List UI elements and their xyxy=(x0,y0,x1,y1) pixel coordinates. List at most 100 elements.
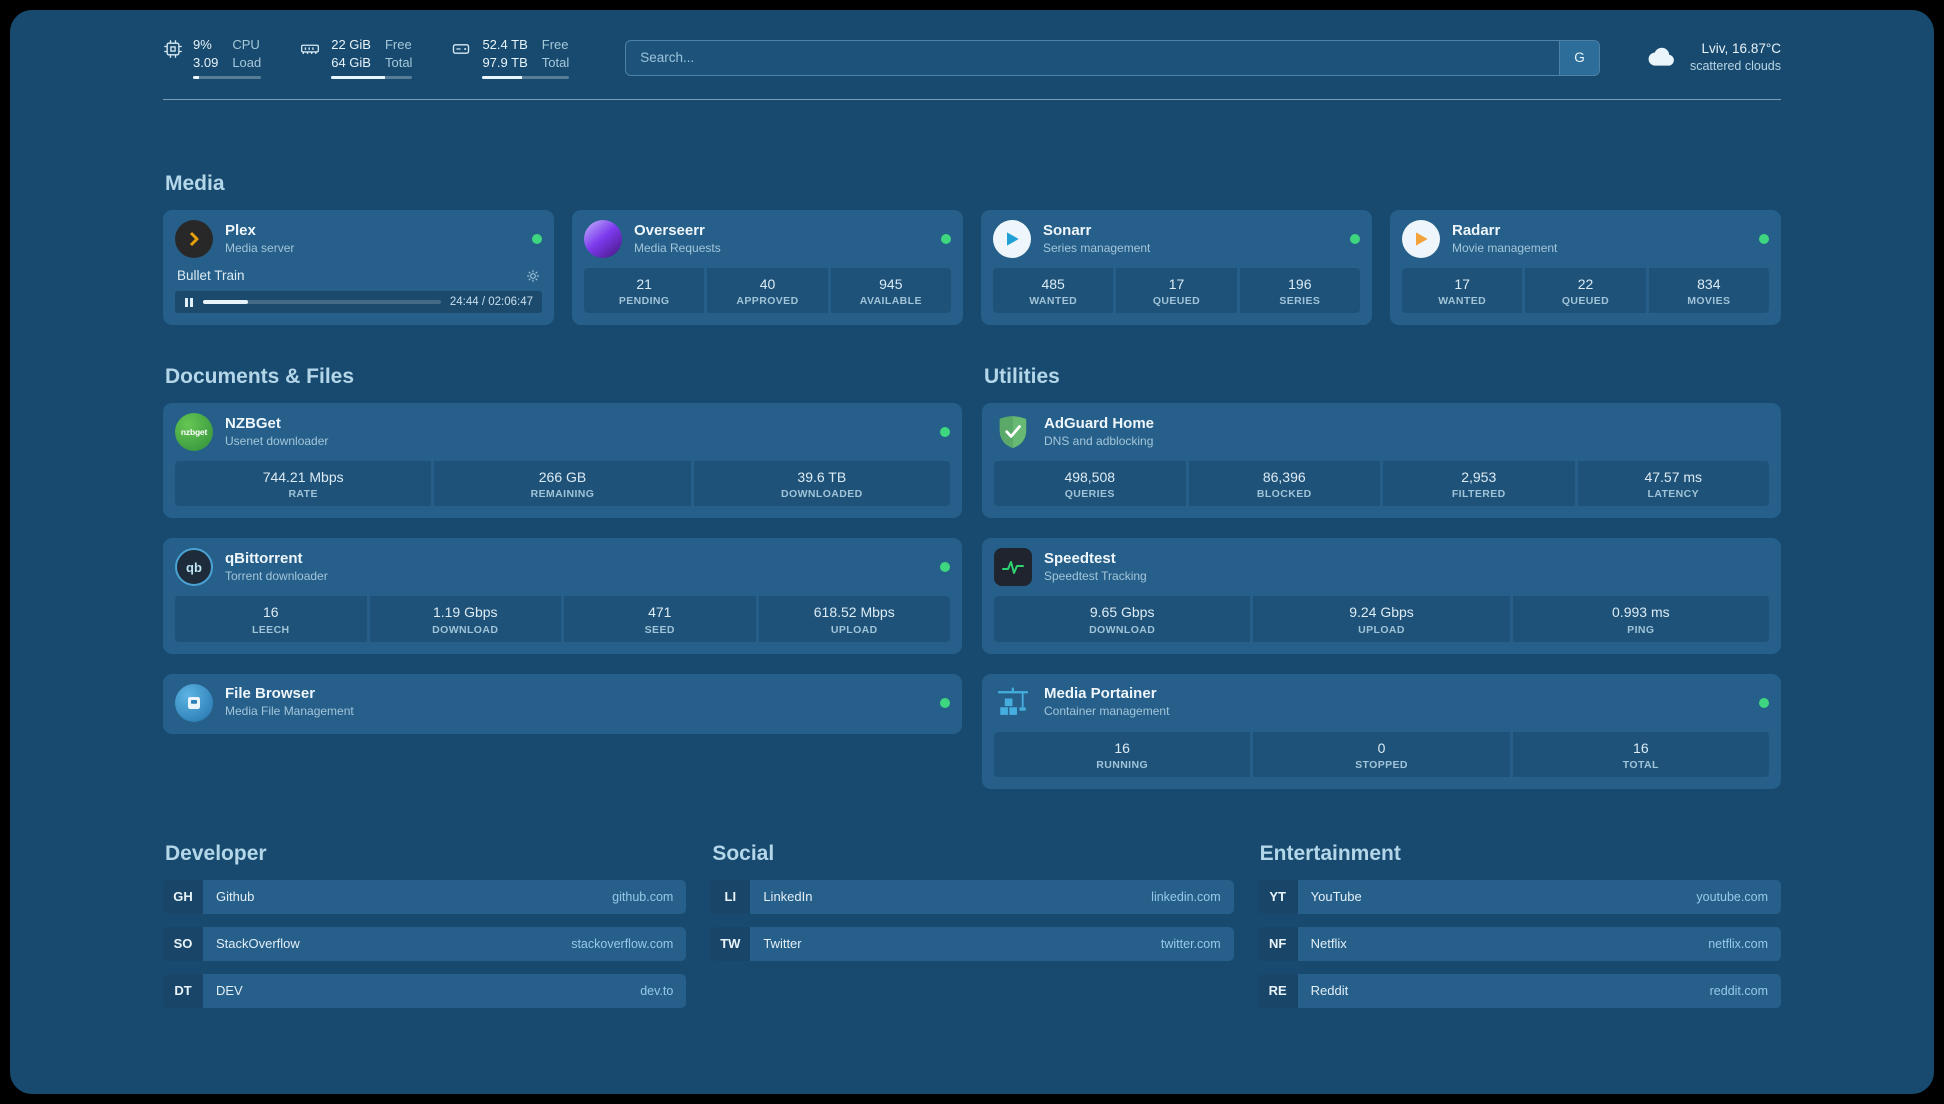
stat-approved: 40 APPROVED xyxy=(707,268,828,314)
stat-ping: 0.993 ms PING xyxy=(1512,596,1769,642)
disk-icon xyxy=(450,39,472,59)
bookmark-reddit[interactable]: RE Reddit reddit.com xyxy=(1257,973,1781,1008)
service-card-radarr[interactable]: Radarr Movie management 17 WANTED 22 QUE… xyxy=(1390,210,1781,326)
service-name: Sonarr xyxy=(1043,221,1092,239)
cloud-icon xyxy=(1646,43,1678,72)
dashboard-page: 9% 3.09 CPU Load xyxy=(10,10,1934,1094)
stat-remaining: 266 GB REMAINING xyxy=(434,461,691,507)
now-playing-title: Bullet Train xyxy=(177,268,245,284)
service-card-sonarr[interactable]: Sonarr Series management 485 WANTED 17 Q… xyxy=(981,210,1372,326)
status-dot xyxy=(941,234,951,245)
status-dot xyxy=(1759,697,1769,708)
bookmark-name: Twitter xyxy=(763,936,802,952)
pause-icon[interactable] xyxy=(184,297,194,307)
radarr-icon xyxy=(1402,220,1440,259)
documents-section-title: Documents & Files xyxy=(165,365,355,389)
bookmark-abbr: RE xyxy=(1257,973,1298,1008)
memory-label-2: Total xyxy=(384,54,413,70)
playback-progress[interactable] xyxy=(202,300,441,305)
service-card-portainer[interactable]: Media Portainer Container management 16 … xyxy=(982,673,1781,789)
section-documents: Documents & Files nzbget NZBGet Usenet d… xyxy=(163,365,962,734)
developer-group-title: Developer xyxy=(165,841,267,865)
bookmark-domain: reddit.com xyxy=(1709,983,1768,998)
disk-label-2: Total xyxy=(541,54,570,70)
settings-gear-icon[interactable] xyxy=(526,269,540,283)
stat-downloaded: 39.6 TB DOWNLOADED xyxy=(693,461,950,507)
bookmark-group-social: Social LI LinkedIn linkedin.com TW Twitt… xyxy=(710,841,1234,1021)
bookmark-github[interactable]: GH Github github.com xyxy=(163,879,687,914)
stat-seed: 471 SEED xyxy=(564,596,756,642)
bookmark-domain: dev.to xyxy=(640,983,674,998)
stat-running: 16 RUNNING xyxy=(994,731,1251,777)
service-desc: DNS and adblocking xyxy=(1044,433,1154,448)
service-card-speedtest[interactable]: Speedtest Speedtest Tracking 9.65 Gbps D… xyxy=(982,538,1781,654)
service-name: Plex xyxy=(225,221,256,239)
bookmark-twitter[interactable]: TW Twitter twitter.com xyxy=(710,926,1234,961)
bookmark-abbr: GH xyxy=(163,879,203,914)
bookmark-netflix[interactable]: NF Netflix netflix.com xyxy=(1257,926,1781,961)
bookmark-youtube[interactable]: YT YouTube youtube.com xyxy=(1257,879,1781,914)
qbittorrent-icon: qb xyxy=(175,548,213,587)
bookmark-abbr: DT xyxy=(163,973,203,1008)
memory-progress-bar xyxy=(331,76,413,80)
weather-location: Lviv, 16.87°C xyxy=(1701,41,1781,56)
stat-wanted: 17 WANTED xyxy=(1402,268,1523,314)
bookmarks-section: Developer GH Github github.com SO StackO… xyxy=(163,842,1781,1055)
service-desc: Usenet downloader xyxy=(225,433,329,448)
plex-icon xyxy=(175,220,213,259)
sonarr-icon xyxy=(993,220,1031,259)
bookmark-abbr: LI xyxy=(710,879,751,914)
service-card-adguard[interactable]: AdGuard Home DNS and adblocking 498,508 … xyxy=(982,403,1781,519)
resource-widgets: 9% 3.09 CPU Load xyxy=(163,36,570,80)
disk-widget: 52.4 TB 97.9 TB Free Total xyxy=(450,36,570,80)
bookmark-name: DEV xyxy=(216,983,243,999)
bookmark-name: Reddit xyxy=(1310,983,1349,999)
bookmark-abbr: SO xyxy=(163,926,203,961)
bookmark-domain: twitter.com xyxy=(1160,936,1221,951)
overseerr-icon xyxy=(584,220,622,259)
stat-total: 16 TOTAL xyxy=(1512,731,1769,777)
stat-stopped: 0 STOPPED xyxy=(1253,731,1510,777)
cpu-label-1: CPU xyxy=(232,37,260,52)
social-group-title: Social xyxy=(712,841,775,865)
section-media: Media Plex Media server Bullet xyxy=(163,172,1781,326)
search-provider-button[interactable]: G xyxy=(1558,40,1599,75)
bookmark-group-entertainment: Entertainment YT YouTube youtube.com NF … xyxy=(1257,842,1781,1021)
service-name: qBittorrent xyxy=(225,550,303,568)
utilities-section-title: Utilities xyxy=(984,365,1060,389)
bookmark-stackoverflow[interactable]: SO StackOverflow stackoverflow.com xyxy=(163,926,687,961)
disk-free: 52.4 TB xyxy=(482,37,528,52)
status-dot xyxy=(532,234,542,245)
bookmark-linkedin[interactable]: LI LinkedIn linkedin.com xyxy=(710,879,1234,914)
topbar-divider xyxy=(163,99,1781,101)
bookmark-dev[interactable]: DT DEV dev.to xyxy=(163,973,687,1008)
service-desc: Media File Management xyxy=(225,704,354,719)
bookmark-domain: netflix.com xyxy=(1708,936,1768,951)
service-name: Media Portainer xyxy=(1044,685,1157,703)
bookmark-domain: github.com xyxy=(612,889,674,904)
cpu-label-2: Load xyxy=(232,54,262,70)
service-card-overseerr[interactable]: Overseerr Media Requests 21 PENDING 40 A… xyxy=(572,210,963,326)
cpu-widget: 9% 3.09 CPU Load xyxy=(163,36,262,80)
memory-widget: 22 GiB 64 GiB Free Total xyxy=(299,36,413,80)
service-desc: Torrent downloader xyxy=(225,569,328,584)
bookmark-abbr: NF xyxy=(1257,926,1298,961)
portainer-icon xyxy=(994,684,1032,722)
stat-queries: 498,508 QUERIES xyxy=(994,461,1186,507)
service-desc: Speedtest Tracking xyxy=(1044,569,1147,584)
status-dot xyxy=(940,697,950,708)
stat-wanted: 485 WANTED xyxy=(993,268,1114,314)
service-card-filebrowser[interactable]: File Browser Media File Management xyxy=(163,673,962,734)
service-card-plex[interactable]: Plex Media server Bullet Train xyxy=(163,210,554,326)
service-name: Radarr xyxy=(1452,221,1501,239)
memory-free: 22 GiB xyxy=(331,37,371,52)
adguard-icon xyxy=(994,413,1032,451)
search-input[interactable] xyxy=(626,40,1559,75)
service-card-nzbget[interactable]: nzbget NZBGet Usenet downloader 744.21 M… xyxy=(163,403,962,519)
service-desc: Media Requests xyxy=(634,240,721,255)
status-dot xyxy=(1350,234,1360,245)
bookmark-name: StackOverflow xyxy=(216,936,300,952)
bookmark-domain: youtube.com xyxy=(1696,889,1768,904)
memory-icon xyxy=(299,39,321,59)
service-card-qbittorrent[interactable]: qb qBittorrent Torrent downloader 16 LEE… xyxy=(163,538,962,654)
